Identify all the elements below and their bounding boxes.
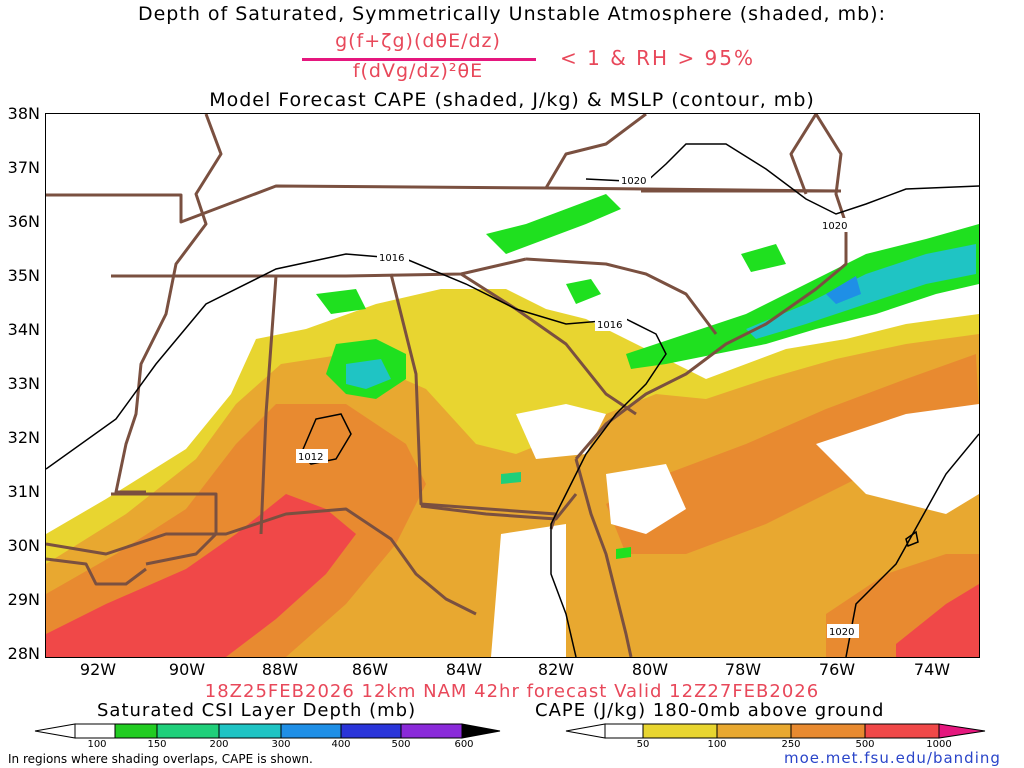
lat-label-35n: 35N xyxy=(7,266,40,285)
lat-label-33n: 33N xyxy=(7,374,40,393)
threshold-condition: < 1 & RH > 95% xyxy=(560,46,756,70)
title-line-1: Depth of Saturated, Symmetrically Unstab… xyxy=(137,3,886,25)
lat-label-34n: 34N xyxy=(7,320,40,339)
lon-label-90w: 90W xyxy=(168,660,206,679)
overlap-note: In regions where shading overlaps, CAPE … xyxy=(8,752,313,766)
cape-tick-250: 250 xyxy=(781,739,801,750)
fraction-denominator: f(dVg/dz)²θE xyxy=(352,60,484,82)
csi-tick-100: 100 xyxy=(87,739,107,750)
atlantic-coast xyxy=(574,114,848,460)
lon-label-76w: 76W xyxy=(818,660,856,679)
mississippi-river-border xyxy=(114,114,223,494)
border-nc-sc xyxy=(525,257,718,335)
fraction-bar xyxy=(302,58,536,61)
forecast-map: 1020 1020 1016 1016 1012 1020 xyxy=(45,113,980,658)
lat-label-36n: 36N xyxy=(7,212,40,231)
lon-label-88w: 88W xyxy=(261,660,299,679)
cape-colorbar xyxy=(565,723,986,739)
isobar-1020-north xyxy=(585,143,979,215)
cape-gap-5 xyxy=(46,114,979,484)
lat-label-28n: 28N xyxy=(7,644,40,663)
border-ga-fl xyxy=(420,493,578,521)
csi-tick-400: 400 xyxy=(331,739,351,750)
cape-gap-3 xyxy=(606,464,686,534)
cape-shading xyxy=(46,114,979,657)
lon-label-92w: 92W xyxy=(79,660,117,679)
title-line-2: Model Forecast CAPE (shaded, J/kg) & MSL… xyxy=(209,89,815,111)
isobar-small-loop xyxy=(905,530,919,548)
border-ms-al xyxy=(259,275,278,535)
cape-tick-500: 500 xyxy=(855,739,875,750)
lon-label-78w: 78W xyxy=(724,660,762,679)
csi-band-ga-core xyxy=(346,359,391,389)
lon-label-80w: 80W xyxy=(631,660,669,679)
valid-time-line: 18Z25FEB2026 12km NAM 42hr forecast Vali… xyxy=(204,681,820,702)
isobar-label-1020-b: 1020 xyxy=(822,221,847,232)
map-canvas: 1020 1020 1016 1016 1012 1020 xyxy=(46,114,979,657)
csi-spot-2 xyxy=(501,472,521,484)
csi-spot-1 xyxy=(741,244,786,272)
csi-tick-200: 200 xyxy=(209,739,229,750)
cape-colorbar-title: CAPE (J/kg) 180-0mb above ground xyxy=(535,700,885,721)
isobar-label-1016-b: 1016 xyxy=(597,320,622,331)
florida-coast xyxy=(574,458,633,657)
csi-band-nc-core xyxy=(746,244,976,339)
csi-band-al xyxy=(316,289,366,314)
lat-label-31n: 31N xyxy=(7,482,40,501)
csi-tick-300: 300 xyxy=(271,739,291,750)
lat-label-37n: 37N xyxy=(7,158,40,177)
lon-label-82w: 82W xyxy=(537,660,575,679)
chesapeake-coast xyxy=(789,114,818,195)
csi-colorbar-title: Saturated CSI Layer Depth (mb) xyxy=(97,700,417,721)
isobar-label-1020-c: 1020 xyxy=(829,627,854,638)
political-borders xyxy=(46,114,848,657)
isobar-labels: 1020 1020 1016 1016 1012 1020 xyxy=(296,173,859,638)
csi-band-nc-deep xyxy=(826,276,861,304)
lat-label-30n: 30N xyxy=(7,536,40,555)
lat-label-29n: 29N xyxy=(7,590,40,609)
gulf-coast xyxy=(46,507,477,616)
csi-spot-3 xyxy=(616,547,631,559)
cape-tick-1000: 1000 xyxy=(926,739,952,750)
csi-tick-150: 150 xyxy=(147,739,167,750)
la-coast-detail xyxy=(46,557,147,586)
csi-band-ne xyxy=(566,279,601,304)
cape-tick-50: 50 xyxy=(636,739,650,750)
border-tn-south xyxy=(111,257,527,278)
cape-region-500b xyxy=(896,584,979,657)
border-tn-ky xyxy=(46,184,842,224)
virginia-border xyxy=(544,114,647,189)
cape-region-250b xyxy=(606,354,979,554)
credit-link[interactable]: moe.met.fsu.edu/banding xyxy=(784,749,1001,767)
cape-tick-100: 100 xyxy=(707,739,727,750)
cape-gap-1 xyxy=(516,404,606,459)
csi-band-tn xyxy=(486,194,621,254)
csi-tick-600: 600 xyxy=(454,739,474,750)
isobar-label-1012: 1012 xyxy=(298,452,323,463)
fraction-numerator: g(f+ζg)(dθE/dz) xyxy=(335,30,501,52)
lon-label-74w: 74W xyxy=(913,660,951,679)
border-ga-sc xyxy=(460,272,637,416)
lon-label-86w: 86W xyxy=(351,660,389,679)
lat-label-38n: 38N xyxy=(7,104,40,123)
csi-colorbar xyxy=(34,723,501,739)
cape-region-500 xyxy=(46,494,356,657)
lon-label-84w: 84W xyxy=(445,660,483,679)
isobar-1012 xyxy=(300,413,352,465)
colorbars xyxy=(34,723,986,739)
isobar-1020-south xyxy=(845,433,979,657)
isobar-label-1020-a: 1020 xyxy=(621,176,646,187)
isobar-label-1016-a: 1016 xyxy=(379,253,404,264)
csi-tick-500: 500 xyxy=(391,739,411,750)
cape-gap-2 xyxy=(491,524,566,657)
lat-label-32n: 32N xyxy=(7,428,40,447)
